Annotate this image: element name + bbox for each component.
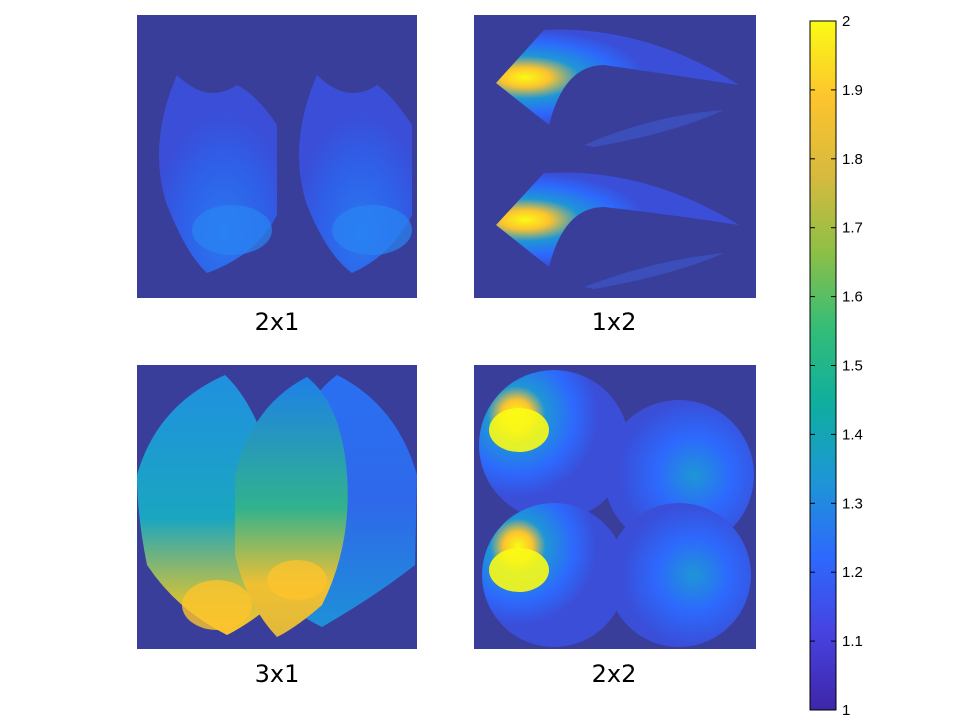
crescent-region-1 xyxy=(496,29,739,125)
colorbar-tick-label: 1 xyxy=(842,702,850,719)
colorbar-tick-label: 1.1 xyxy=(842,633,863,650)
circle-region-bottom-right xyxy=(607,503,751,647)
panel-label-2x2: 2x2 xyxy=(591,660,637,688)
crescent-region-2 xyxy=(496,172,739,267)
heatmap-panel-3x1 xyxy=(137,365,417,649)
faint-band-2 xyxy=(584,253,724,289)
circle-region-bottom-left xyxy=(482,503,626,647)
highlight-2 xyxy=(332,205,412,255)
colorbar-tick-label: 2 xyxy=(842,13,850,30)
heatmap-1x2-plot xyxy=(474,15,756,298)
colorbar-ticks: 1 1.1 1.2 1.3 1.4 1.5 1.6 1.7 1.8 1.9 2 xyxy=(810,13,863,719)
circle-region-top-right xyxy=(604,400,754,550)
colorbar-svg: 1 1.1 1.2 1.3 1.4 1.5 1.6 1.7 1.8 1.9 2 xyxy=(809,13,863,719)
faint-band-1 xyxy=(584,110,724,147)
peak-bottom-left xyxy=(489,548,549,592)
heatmap-panel-2x1 xyxy=(137,15,417,298)
panel-label-3x1: 3x1 xyxy=(254,660,300,688)
colorbar-tick-label: 1.7 xyxy=(842,220,863,237)
highlight-1 xyxy=(192,205,272,255)
colorbar-tick-label: 1.2 xyxy=(842,564,863,581)
peak-top-left xyxy=(489,408,549,452)
colorbar: 1 1.1 1.2 1.3 1.4 1.5 1.6 1.7 1.8 1.9 2 xyxy=(780,0,900,725)
circle-region-top-left xyxy=(479,370,629,520)
heatmap-2x1-plot xyxy=(137,15,417,298)
colorbar-tick-label: 1.5 xyxy=(842,358,863,375)
colorbar-tick-label: 1.8 xyxy=(842,151,863,168)
colorbar-tick-label: 1.3 xyxy=(842,495,863,512)
colorbar-tick-label: 1.4 xyxy=(842,426,863,443)
colorbar-tick-label: 1.9 xyxy=(842,82,863,99)
heatmap-2x2-plot xyxy=(474,365,756,649)
heatmap-3x1-plot xyxy=(137,365,417,649)
panel-label-2x1: 2x1 xyxy=(254,308,300,336)
heatmap-panel-1x2 xyxy=(474,15,756,298)
hotspot-2 xyxy=(267,560,327,600)
heatmap-panel-2x2 xyxy=(474,365,756,649)
colorbar-tick-label: 1.6 xyxy=(842,289,863,306)
hotspot-1 xyxy=(182,580,252,630)
panel-label-1x2: 1x2 xyxy=(591,308,637,336)
